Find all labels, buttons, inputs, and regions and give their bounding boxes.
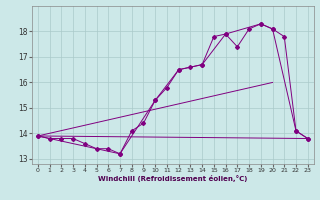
X-axis label: Windchill (Refroidissement éolien,°C): Windchill (Refroidissement éolien,°C)	[98, 175, 247, 182]
